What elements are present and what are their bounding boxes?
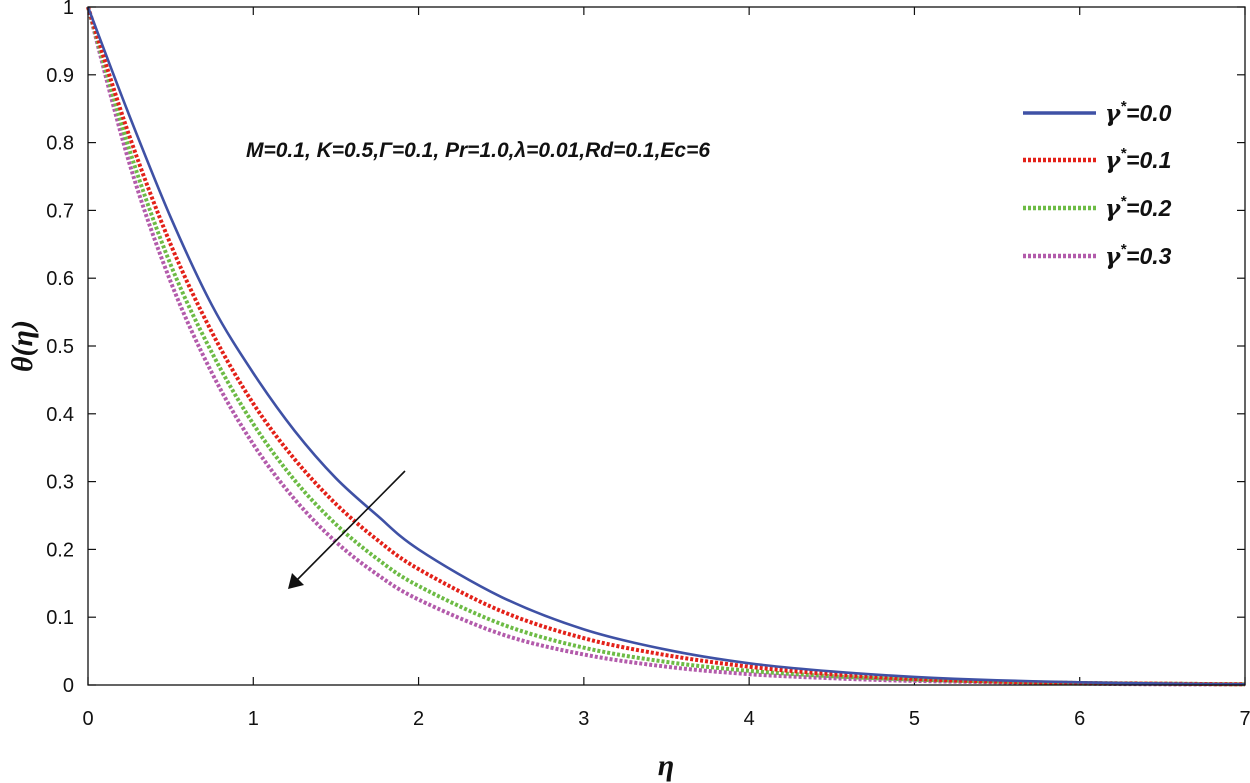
- y-tick-label: 0.7: [46, 200, 74, 222]
- trend-arrow-head: [288, 573, 304, 589]
- legend-label-0: γ*=0.0: [1105, 98, 1172, 127]
- x-tick-labels: 0 1 2 3 4 5 6 7: [82, 708, 1250, 730]
- y-tick-label: 0.8: [46, 133, 74, 155]
- legend: γ*=0.0 γ*=0.1 γ*=0.2 γ*=0.3: [1023, 98, 1172, 270]
- x-tick-label: 1: [248, 708, 259, 730]
- y-tick-label: 0.3: [46, 472, 74, 494]
- x-tick-label: 6: [1074, 708, 1085, 730]
- parameter-annotation: M=0.1, K=0.5,Γ=0.1, Pr=1.0,λ=0.01,Rd=0.1…: [246, 139, 710, 162]
- x-tick-label: 2: [413, 708, 424, 730]
- y-tick-label: 0: [63, 675, 74, 697]
- trend-arrow-shaft: [295, 470, 406, 582]
- legend-label-1: γ*=0.1: [1105, 145, 1171, 174]
- y-axis-label: θ(η): [6, 320, 39, 372]
- axis-ticks: [87, 6, 1246, 686]
- y-tick-labels: 0 0.1 0.2 0.3 0.4 0.5 0.6 0.7 0.8 0.9 1: [46, 0, 74, 697]
- x-tick-label: 7: [1239, 708, 1250, 730]
- x-tick-label: 4: [744, 708, 755, 730]
- legend-label-3: γ*=0.3: [1105, 241, 1172, 270]
- x-tick-label: 0: [82, 708, 93, 730]
- y-tick-label: 1: [63, 0, 74, 19]
- chart-curves: [86, 6, 1246, 687]
- series-line-3: [86, 6, 1246, 687]
- y-tick-label: 0.6: [46, 268, 74, 290]
- y-tick-label: 0.5: [46, 336, 74, 358]
- y-tick-label: 0.4: [46, 404, 74, 426]
- y-tick-label: 0.9: [46, 65, 74, 87]
- x-tick-label: 3: [578, 708, 589, 730]
- series-line-1: [86, 6, 1246, 687]
- plot-frame: [87, 6, 1246, 686]
- x-axis-label: η: [658, 749, 674, 782]
- y-tick-label: 0.1: [46, 607, 74, 629]
- series-line-2: [86, 6, 1246, 687]
- legend-label-2: γ*=0.2: [1105, 193, 1172, 222]
- x-tick-label: 5: [909, 708, 920, 730]
- y-tick-label: 0.2: [46, 539, 74, 561]
- series-line-0: [86, 6, 1246, 686]
